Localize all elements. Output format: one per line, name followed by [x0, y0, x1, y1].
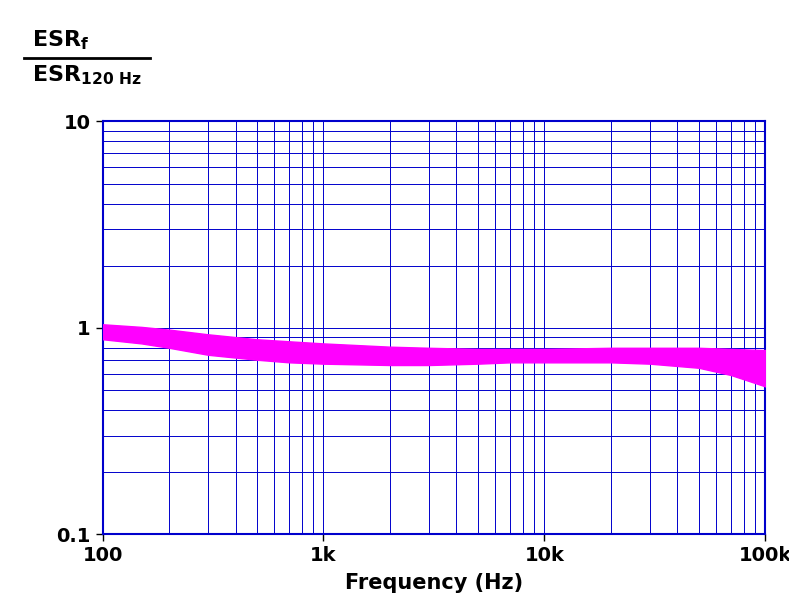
X-axis label: Frequency (Hz): Frequency (Hz) — [345, 573, 523, 593]
Text: $\mathbf{ESR_f}$: $\mathbf{ESR_f}$ — [32, 28, 89, 52]
Text: $\mathbf{ESR_{120\ Hz}}$: $\mathbf{ESR_{120\ Hz}}$ — [32, 64, 141, 87]
